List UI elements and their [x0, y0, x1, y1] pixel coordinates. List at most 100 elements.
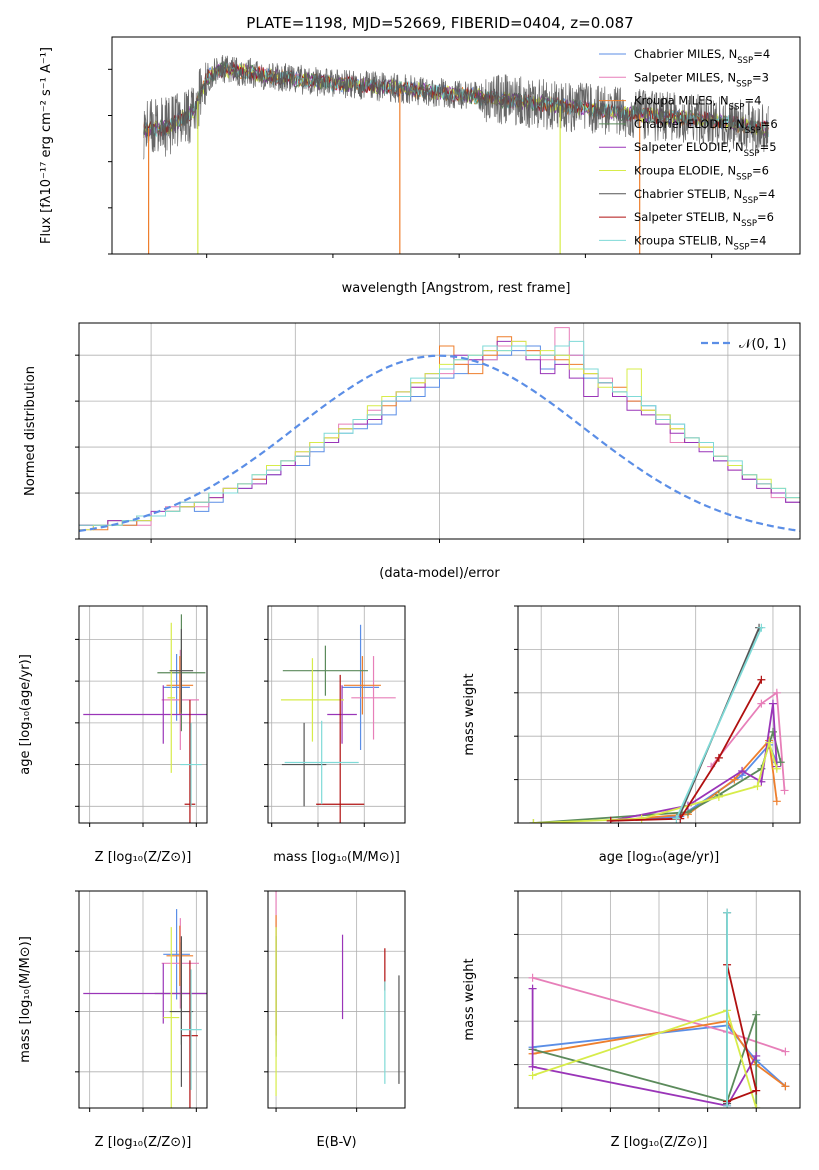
legend-count: 4 [759, 233, 766, 247]
legend-sub: SSP [737, 56, 753, 66]
legend-count: 4 [763, 47, 770, 61]
legend-name: Salpeter STELIB [634, 210, 725, 224]
y-axis-label: mass [log₁₀(M/M⊙)] [18, 936, 33, 1063]
legend-sub: SSP [729, 103, 745, 113]
axes-frame [517, 605, 801, 824]
mass-weight-line [531, 988, 757, 1107]
legend-label: Chabrier STELIB, NSSP=4 [634, 187, 775, 206]
x-axis-label: (data-model)/error [379, 566, 500, 581]
legend-sep: , N [713, 94, 729, 108]
point-marker [752, 1010, 761, 1019]
y-axis-label: age [log₁₀(age/yr)] [18, 654, 33, 775]
point-marker [781, 1047, 790, 1056]
axes-frame [111, 36, 801, 255]
point-marker [780, 786, 789, 795]
point-marker [723, 908, 732, 917]
axes-frame [267, 605, 406, 824]
point-marker [528, 984, 537, 993]
histogram-series [79, 340, 800, 526]
point-marker [738, 766, 747, 775]
spectrum-title: PLATE=1198, MJD=52669, FIBERID=0404, z=0… [246, 14, 633, 32]
legend-label: Salpeter STELIB, NSSP=6 [634, 210, 774, 229]
legend-count: 4 [768, 187, 775, 201]
mass-vs-metallicity-panel: Z [log₁₀(Z/Z⊙)] mass [log₁₀(M/M⊙)] [18, 890, 208, 1150]
point-marker [723, 1101, 732, 1108]
plot-area [83, 614, 207, 823]
age-vs-mass-panel: mass [log₁₀(M/M⊙)] [264, 605, 406, 865]
point-marker [606, 816, 615, 823]
legend-name: Chabrier MILES [634, 47, 721, 61]
legend-label: Salpeter MILES, NSSP=3 [634, 70, 769, 89]
point-marker [757, 623, 766, 632]
legend-count: 3 [762, 70, 769, 84]
spectrum-panel: wavelength [Angstrom, rest frame] Flux [f… [39, 36, 801, 296]
legend-sub: SSP [741, 219, 757, 229]
legend-sub: SSP [744, 149, 760, 159]
axes-frame [78, 322, 801, 540]
axes-frame [517, 890, 801, 1109]
mass-weight-line [610, 679, 763, 822]
legend-label: Salpeter ELODIE, NSSP=5 [634, 140, 777, 159]
legend-sep: , N [721, 47, 737, 61]
histogram-legend: 𝒩(0, 1) [701, 337, 786, 352]
x-axis-label: age [log₁₀(age/yr)] [599, 850, 720, 865]
mass-weight-vs-age-panel: age [log₁₀(age/yr)] mass weight [462, 605, 801, 865]
x-axis-label: Z [log₁₀(Z/Z⊙)] [95, 1135, 192, 1150]
axes-frame [78, 890, 208, 1109]
y-axis-label: mass weight [462, 673, 477, 755]
legend-sep: , N [720, 164, 736, 178]
legend-count: 5 [769, 140, 776, 154]
mass-weight-line [610, 703, 778, 822]
mass-weight-line [675, 627, 763, 820]
plot-area [529, 623, 789, 823]
point-marker [528, 1071, 537, 1080]
legend-name: Kroupa MILES [634, 94, 713, 108]
point-marker [528, 973, 537, 982]
legend-count: 4 [754, 94, 761, 108]
legend-sub: SSP [736, 173, 752, 183]
legend-sep: , N [726, 187, 742, 201]
point-marker [772, 797, 781, 806]
observed-spectrum [143, 54, 769, 160]
x-axis-label: Z [log₁₀(Z/Z⊙)] [611, 1135, 708, 1150]
legend-label: Kroupa ELODIE, NSSP=6 [634, 164, 769, 183]
point-marker [528, 1062, 537, 1071]
plot-area [79, 327, 800, 532]
point-marker [765, 738, 774, 747]
point-marker [752, 1051, 761, 1060]
legend-label: Chabrier MILES, NSSP=4 [634, 47, 770, 66]
mass-weight-vs-metallicity-panel: Z [log₁₀(Z/Z⊙)] mass weight [462, 890, 801, 1150]
legend-label: Kroupa STELIB, NSSP=4 [634, 233, 766, 252]
x-axis-label: wavelength [Angstrom, rest frame] [342, 281, 571, 296]
legend-sep: , N [720, 70, 736, 84]
legend-count: 6 [770, 117, 777, 131]
legend-name: Chabrier STELIB [634, 187, 726, 201]
plot-area [280, 624, 396, 823]
point-marker [776, 758, 785, 767]
y-axis-label: Flux [fλ10⁻¹⁷ erg cm⁻² s⁻¹ A⁻¹] [39, 47, 54, 244]
plot-area [275, 891, 400, 1096]
y-axis-label: Normed distribution [23, 366, 38, 496]
axes-frame [267, 890, 406, 1109]
residual-histogram-panel: (data-model)/error Normed distribution [23, 322, 801, 581]
age-vs-metallicity-panel: Z [log₁₀(Z/Z⊙)] age [log₁₀(age/yr)] [18, 605, 208, 865]
legend-name: Salpeter ELODIE [634, 140, 728, 154]
legend-name: Chabrier ELODIE [634, 117, 729, 131]
legend-count: 6 [767, 210, 774, 224]
legend-sub: SSP [742, 196, 758, 206]
legend-label: 𝒩(0, 1) [739, 337, 786, 352]
point-marker [752, 1086, 761, 1095]
legend-sep: , N [718, 233, 734, 247]
legend-sep: , N [725, 210, 741, 224]
point-marker [757, 675, 766, 684]
axes-frame [78, 605, 208, 824]
legend-sub: SSP [736, 79, 752, 89]
x-axis-label: mass [log₁₀(M/M⊙)] [273, 850, 400, 865]
point-marker [637, 814, 646, 823]
point-marker [672, 814, 681, 823]
legend-name: Kroupa ELODIE [634, 164, 720, 178]
plot-area [143, 54, 769, 254]
point-marker [529, 819, 538, 823]
mass-weight-line [533, 739, 778, 823]
